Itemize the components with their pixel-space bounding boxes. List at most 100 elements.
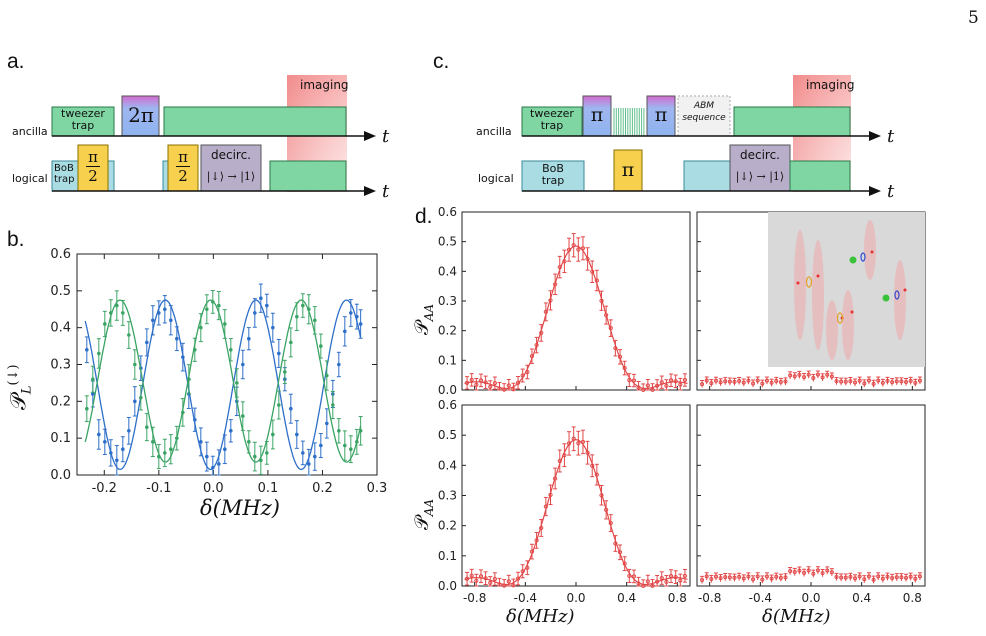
data-point [751,381,756,386]
data-point [277,351,281,356]
data-point [539,525,544,531]
y-tick-label: 0.6 [438,398,457,412]
data-point [553,282,558,287]
data-point [627,573,632,579]
data-point [193,417,197,422]
pi-label-c2: π [654,104,668,126]
data-point [627,378,632,383]
pi-pulse-logical [613,149,643,192]
data-point [576,247,581,252]
data-point [774,378,779,383]
data-point [229,429,233,433]
data-point [760,381,765,386]
data-point [806,568,811,573]
data-point [151,440,155,444]
data-point [645,579,650,584]
data-point [866,378,871,383]
data-point [880,576,885,581]
data-point [295,314,299,319]
chart-b-xlabel: δ(MHz) [200,496,280,520]
data-point [746,574,751,579]
y-tick-label: 0.1 [50,431,71,446]
atom-dot-red [850,310,854,314]
data-point [529,354,535,359]
x-tick-label: -0.8 [463,591,486,605]
data-point [857,574,862,579]
y-tick-label: 0.2 [438,324,457,338]
data-point [103,440,107,444]
data-point [797,372,802,377]
tweezer-beam [826,300,838,360]
data-point [713,378,718,383]
data-point [271,325,275,330]
data-point [843,379,848,384]
data-point [617,550,623,555]
data-point [175,436,179,440]
data-point [673,575,678,580]
chart-d-frame [696,404,926,587]
tweezer-beam [894,260,906,340]
data-point [723,379,728,384]
data-point [700,577,705,582]
data-point [511,583,516,588]
two-pi-label: 2π [128,103,154,127]
data-point [594,278,599,283]
panel-label-d: d. [415,205,433,228]
data-point [91,392,95,396]
pi-half-pulse-2 [167,144,199,192]
data-point [668,378,674,383]
data-point [894,575,899,580]
data-point [562,259,567,264]
data-point [301,451,305,455]
x-tick-label: 0.1 [258,481,279,496]
data-point [566,441,572,446]
data-point [355,440,359,444]
t-label-a1: t [382,126,390,147]
tweezer-beam [864,220,876,280]
ancilla-trap-block [163,106,347,137]
pi-pulse-c1 [582,95,612,137]
decirc-label-c: decirc. [739,148,780,162]
data-point [678,382,683,387]
inset-background [768,212,925,367]
atom-dot-red [796,281,800,285]
data-point [599,493,604,498]
data-point [769,576,774,581]
data-point [127,333,131,337]
data-point [604,507,609,512]
data-point [283,370,287,374]
data-point [265,451,269,455]
data-point [913,576,918,581]
data-point [464,576,470,581]
atom-orbit-orange [805,276,813,288]
data-point [97,351,101,356]
data-point [792,570,797,575]
data-point [265,303,269,308]
data-point [478,574,484,579]
data-point [862,381,867,386]
atom-dot-red [816,274,820,278]
data-point [778,379,783,384]
panel-label-b: b. [7,228,25,251]
y-tick-label: 0.0 [438,383,457,397]
data-point [557,458,562,464]
data-point [497,582,502,587]
data-point [515,380,521,385]
data-point [169,447,173,452]
tweezer-beam [842,290,854,360]
atom-dot-red [903,288,907,292]
data-point [806,372,811,377]
data-point [704,378,709,383]
data-point [543,309,548,314]
row-label-logical: logical [12,172,48,185]
data-point [682,573,688,578]
data-point [289,340,293,345]
data-point [506,383,511,388]
data-point [478,378,484,383]
data-point [539,330,544,336]
panel-label-a: a. [7,50,25,73]
data-point [608,326,613,331]
data-point [885,574,890,579]
data-point [163,451,167,455]
